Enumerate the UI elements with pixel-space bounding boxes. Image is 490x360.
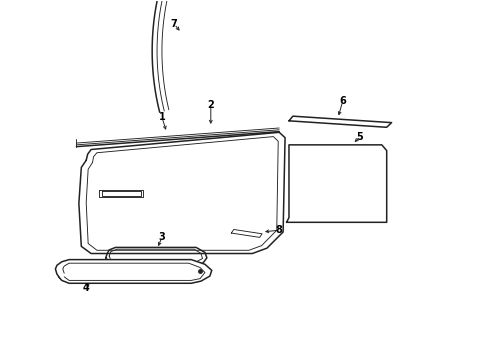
Text: 3: 3 — [159, 232, 165, 242]
Polygon shape — [55, 260, 212, 283]
Text: 1: 1 — [159, 112, 165, 122]
Text: 6: 6 — [340, 96, 346, 106]
Text: 8: 8 — [276, 225, 283, 235]
Text: 4: 4 — [83, 283, 90, 293]
Text: 7: 7 — [171, 19, 177, 29]
Polygon shape — [231, 229, 262, 237]
Text: 2: 2 — [207, 100, 214, 110]
Text: 5: 5 — [356, 132, 363, 142]
Polygon shape — [289, 116, 392, 127]
Polygon shape — [287, 145, 387, 222]
